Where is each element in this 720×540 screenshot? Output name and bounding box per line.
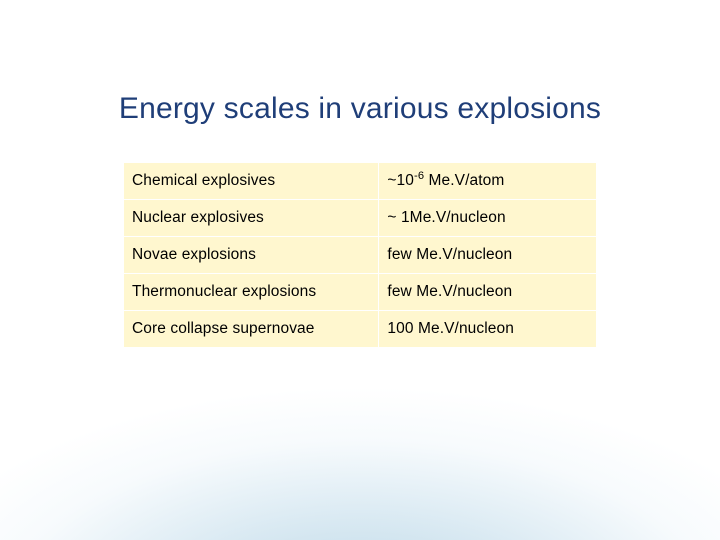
row-label: Novae explosions [124,237,379,274]
value-exponent: -6 [414,170,424,182]
row-value: few Me.V/nucleon [379,237,597,274]
table-row: Nuclear explosives ~ 1Me.V/nucleon [124,200,597,237]
row-value: few Me.V/nucleon [379,274,597,311]
table-row: Novae explosions few Me.V/nucleon [124,237,597,274]
row-label: Chemical explosives [124,163,379,200]
value-prefix: few Me.V/nucleon [387,246,512,263]
energy-table-body: Chemical explosives ~10-6 Me.V/atom Nucl… [124,163,597,348]
value-prefix: ~10 [387,172,414,189]
value-prefix: 100 Me.V/nucleon [387,320,514,337]
slide: Energy scales in various explosions Chem… [0,0,720,540]
row-label: Core collapse supernovae [124,311,379,348]
value-prefix: ~ 1Me.V/nucleon [387,209,505,226]
value-suffix: Me.V/atom [424,172,504,189]
energy-table: Chemical explosives ~10-6 Me.V/atom Nucl… [123,162,597,348]
row-label: Thermonuclear explosions [124,274,379,311]
table-row: Chemical explosives ~10-6 Me.V/atom [124,163,597,200]
row-label: Nuclear explosives [124,200,379,237]
slide-title: Energy scales in various explosions [0,92,720,126]
table-row: Thermonuclear explosions few Me.V/nucleo… [124,274,597,311]
row-value: 100 Me.V/nucleon [379,311,597,348]
value-prefix: few Me.V/nucleon [387,283,512,300]
table-row: Core collapse supernovae 100 Me.V/nucleo… [124,311,597,348]
row-value: ~ 1Me.V/nucleon [379,200,597,237]
row-value: ~10-6 Me.V/atom [379,163,597,200]
